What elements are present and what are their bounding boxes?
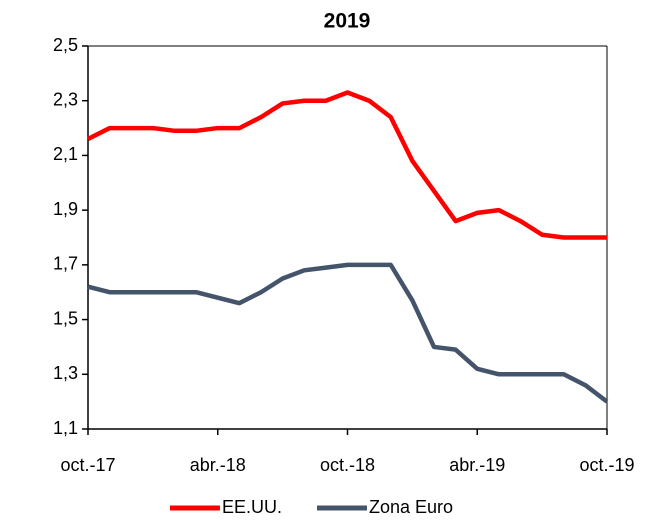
line-series bbox=[86, 90, 607, 240]
x-tick-label: abr.-18 bbox=[190, 455, 246, 475]
chart-title: 2019 bbox=[324, 10, 371, 33]
y-tick-label: 2,1 bbox=[53, 144, 78, 164]
y-tick-label: 1,9 bbox=[53, 199, 78, 219]
x-tick-label: oct.-19 bbox=[579, 455, 634, 475]
y-tick-label: 2,5 bbox=[53, 35, 78, 55]
legend-label: EE.UU. bbox=[222, 497, 282, 517]
y-tick-label: 1,3 bbox=[53, 363, 78, 383]
y-tick-label: 1,5 bbox=[53, 308, 78, 328]
x-tick-label: oct.-18 bbox=[320, 455, 375, 475]
y-tick-label: 1,1 bbox=[53, 418, 78, 438]
y-tick-label: 1,7 bbox=[53, 254, 78, 274]
line-series bbox=[87, 262, 609, 404]
x-tick-label: abr.-19 bbox=[449, 455, 505, 475]
legend-label: Zona Euro bbox=[369, 497, 453, 517]
x-tick-label: oct.-17 bbox=[60, 455, 115, 475]
y-tick-label: 2,3 bbox=[53, 89, 78, 109]
